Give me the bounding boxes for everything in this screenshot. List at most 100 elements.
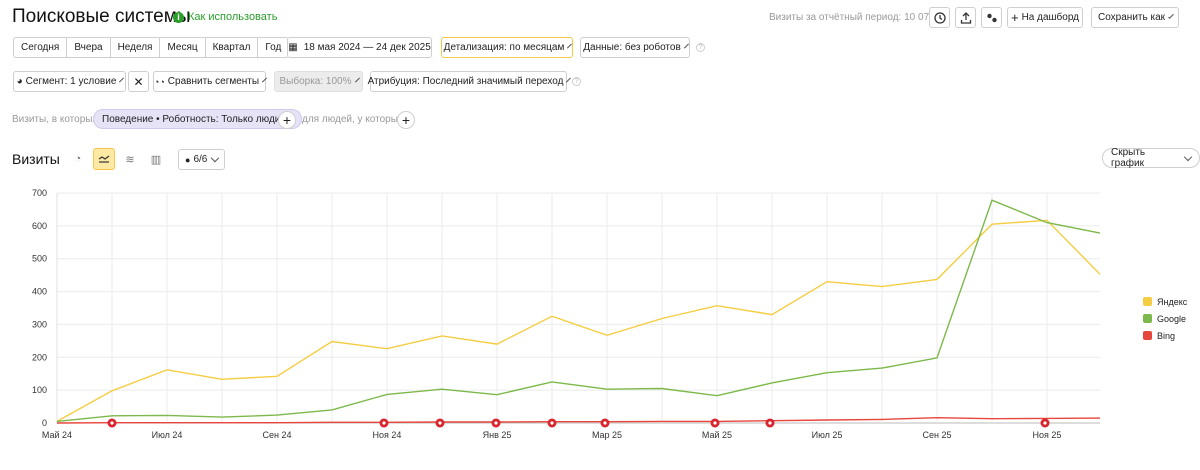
filter-chip[interactable]: Поведение • Роботность: Только люди × — [93, 109, 302, 129]
legend-item-bing[interactable]: Bing — [1143, 327, 1187, 344]
export-button[interactable] — [955, 7, 976, 28]
dots-icon — [986, 13, 997, 22]
annotation-marker[interactable] — [107, 418, 117, 428]
pie-chart-view-button[interactable]: ◔ — [67, 148, 89, 170]
add-visit-filter-button[interactable]: + — [278, 111, 296, 129]
save-as-label: Сохранить как — [1098, 12, 1166, 23]
how-to-label: Как использовать — [188, 11, 278, 23]
y-tick-label: 300 — [32, 319, 47, 329]
date-range-button[interactable]: ▦ 18 мая 2024 — 24 дек 2025 — [287, 37, 432, 58]
annotation-marker[interactable] — [491, 418, 501, 428]
x-tick-label: Май 24 — [42, 430, 72, 440]
people-where-label: для людей, у которых — [302, 114, 403, 125]
y-tick-label: 500 — [32, 254, 47, 264]
data-label: Данные: без роботов — [583, 42, 681, 53]
y-tick-label: 0 — [42, 418, 47, 428]
annotation-marker[interactable] — [547, 418, 557, 428]
legend-swatch — [1143, 314, 1152, 323]
x-tick-label: Май 25 — [702, 430, 732, 440]
bar-chart-icon: ▥ — [150, 153, 162, 166]
visits-where-label: Визиты, в которых — [12, 114, 98, 125]
clear-segment-button[interactable]: ✕ — [128, 71, 149, 92]
how-to-link[interactable]: i Как использовать — [173, 11, 277, 23]
annotation-marker[interactable] — [710, 418, 720, 428]
area-chart-icon: ≋ — [125, 153, 135, 166]
legend-swatch — [1143, 297, 1152, 306]
info-icon: i — [173, 11, 184, 23]
add-people-filter-button[interactable]: + — [397, 111, 415, 129]
calendar-icon: ▦ — [288, 42, 298, 53]
y-tick-label: 200 — [32, 352, 47, 362]
annotation-marker[interactable] — [600, 418, 610, 428]
chart-legend: Яндекс Google Bing — [1143, 293, 1187, 344]
legend-label: Google — [1157, 313, 1187, 324]
period-yesterday[interactable]: Вчера — [67, 38, 111, 57]
visits-total: Визиты за отчётный период: 10 070 — [769, 12, 935, 23]
period-week[interactable]: Неделя — [111, 38, 161, 57]
legend-label: Bing — [1157, 330, 1176, 341]
comment-icon: ● — [185, 154, 191, 165]
period-today[interactable]: Сегодня — [14, 38, 68, 57]
x-tick-label: Янв 25 — [483, 430, 512, 440]
period-month[interactable]: Месяц — [160, 38, 206, 57]
to-dashboard-button[interactable]: + На дашборд — [1007, 7, 1083, 28]
help-icon[interactable]: ? — [696, 43, 705, 52]
series-line-0[interactable] — [56, 219, 1101, 423]
period-selector: Сегодня Вчера Неделя Месяц Квартал Год — [13, 37, 290, 58]
segment-label: Сегмент: 1 условие — [25, 76, 117, 87]
x-tick-label: Мар 25 — [592, 430, 622, 440]
y-tick-label: 400 — [32, 287, 47, 297]
bar-chart-view-button[interactable]: ▥ — [145, 148, 167, 170]
x-tick-label: Сен 24 — [263, 430, 292, 440]
x-tick-label: Ноя 25 — [1033, 430, 1062, 440]
x-tick-label: Июл 25 — [812, 430, 843, 440]
y-tick-label: 100 — [32, 385, 47, 395]
hide-graph-button[interactable]: Скрыть график — [1102, 147, 1200, 169]
history-button[interactable] — [929, 7, 950, 28]
annotation-marker[interactable] — [379, 418, 389, 428]
data-dropdown[interactable]: Данные: без роботов — [580, 37, 690, 58]
save-as-button[interactable]: Сохранить как — [1091, 7, 1179, 28]
line-chart-icon — [98, 155, 110, 163]
series-line-1[interactable] — [56, 199, 1101, 423]
series-count-label: 6/6 — [193, 154, 208, 165]
date-range-label: 18 мая 2024 — 24 дек 2025 — [303, 42, 431, 53]
detail-dropdown[interactable]: Детализация: по месяцам — [441, 37, 573, 58]
legend-item-yandex[interactable]: Яндекс — [1143, 293, 1187, 310]
detail-label: Детализация: по месяцам — [443, 42, 565, 53]
period-quarter[interactable]: Квартал — [206, 38, 259, 57]
sample-label: Выборка: 100% — [279, 76, 352, 87]
annotation-marker[interactable] — [435, 418, 445, 428]
area-chart-view-button[interactable]: ≋ — [119, 148, 141, 170]
legend-item-google[interactable]: Google — [1143, 310, 1187, 327]
legend-swatch — [1143, 331, 1152, 340]
series-line-2[interactable] — [56, 416, 1101, 424]
visits-chart: 0 100 200 300 400 500 600 700 Май 24 Июл 24 Сен 2… — [32, 188, 1101, 440]
attribution-dropdown[interactable]: Атрибуция: Последний значимый переход — [368, 71, 567, 92]
close-icon: ✕ — [133, 74, 144, 89]
y-tick-label: 700 — [32, 188, 47, 198]
legend-label: Яндекс — [1157, 296, 1188, 307]
pie-icon: ◕ — [16, 76, 23, 87]
share-button[interactable] — [981, 7, 1002, 28]
help-icon[interactable]: ? — [572, 77, 581, 86]
series-count-dropdown[interactable]: ● 6/6 — [178, 149, 225, 170]
annotation-marker[interactable] — [765, 418, 775, 428]
x-tick-label: Июл 24 — [152, 430, 183, 440]
compare-segments-dropdown[interactable]: ◔◔ Сравнить сегменты — [153, 71, 266, 92]
pie-chart-icon: ◔ — [74, 153, 82, 165]
upload-icon — [960, 11, 971, 24]
annotation-marker[interactable] — [1040, 418, 1050, 428]
x-tick-label: Сен 25 — [923, 430, 952, 440]
line-chart-view-button[interactable] — [93, 148, 115, 170]
page-title: Поисковые системы — [12, 6, 191, 27]
period-year[interactable]: Год — [265, 42, 282, 53]
sample-dropdown[interactable]: Выборка: 100% — [274, 71, 363, 92]
segment-dropdown[interactable]: ◕ Сегмент: 1 условие — [13, 71, 126, 92]
x-tick-label: Ноя 24 — [373, 430, 402, 440]
y-tick-label: 600 — [32, 221, 47, 231]
filter-chip-label: Поведение • Роботность: Только люди — [102, 113, 281, 125]
chart-title: Визиты — [12, 151, 60, 167]
hide-graph-label: Скрыть график — [1111, 147, 1146, 169]
plus-icon: + — [1010, 10, 1019, 25]
